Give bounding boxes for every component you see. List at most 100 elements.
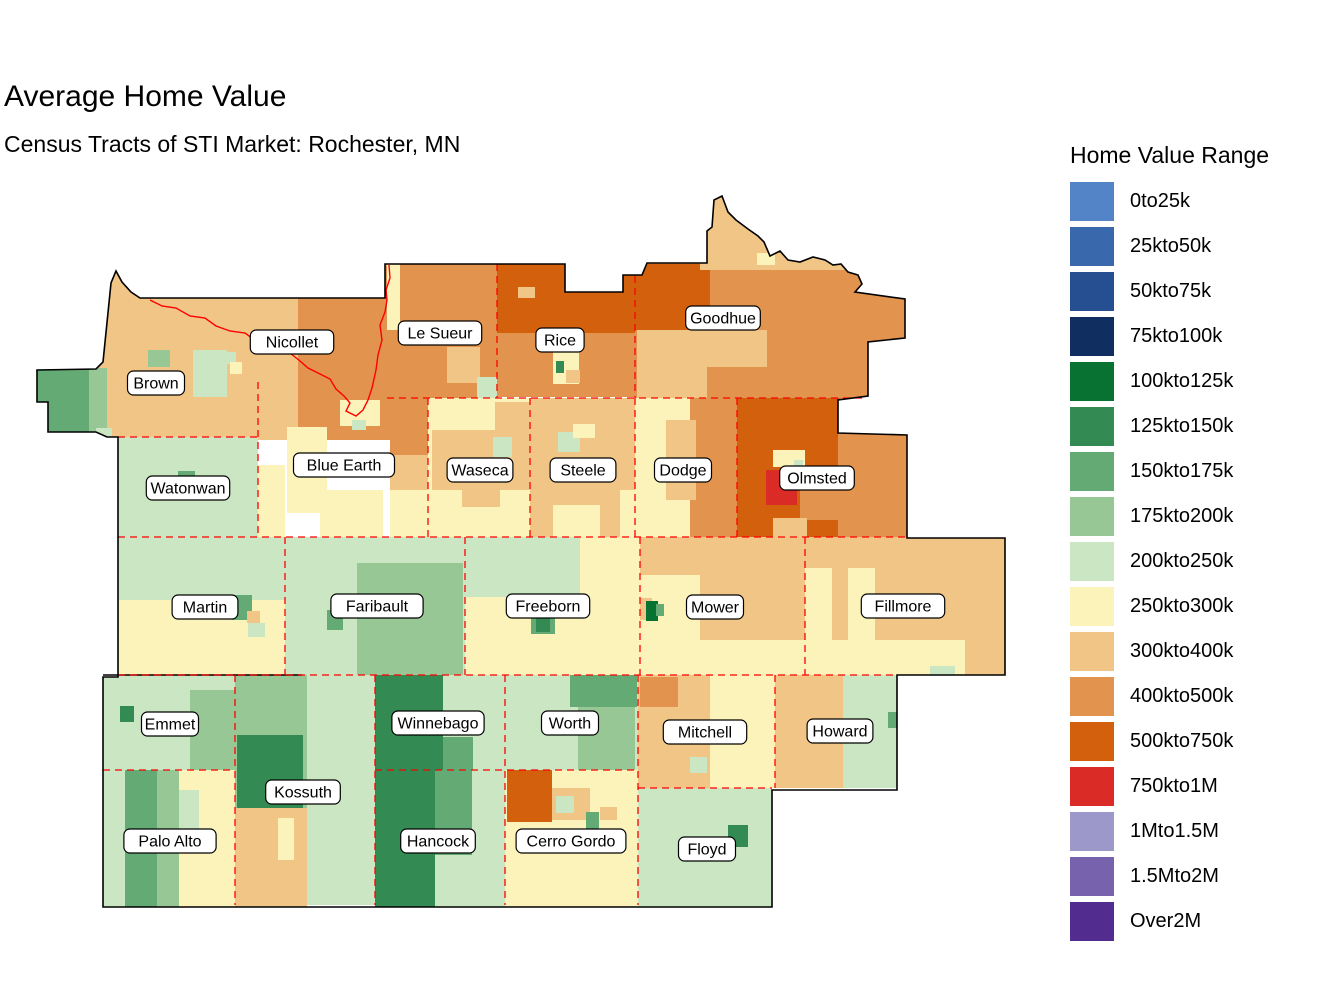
tract-rice-city-tan — [566, 370, 580, 383]
county-label: Steele — [560, 463, 605, 480]
tract-kossuth-py-dots — [278, 818, 294, 860]
legend-items: 0to25k 25kto50k 50kto75k 75kto100k 100kto125… — [1070, 179, 1344, 944]
legend-item-400kto500k: 400kto500k — [1070, 674, 1344, 719]
county-label: Faribault — [346, 599, 409, 616]
tract-steele-py-bottom — [553, 505, 600, 538]
legend-item-175kto200k: 175kto200k — [1070, 494, 1344, 539]
tract-rice-tan-dot — [518, 287, 535, 298]
tract-olmsted-tan-wedge — [773, 518, 807, 538]
legend-swatch-125kto150k — [1070, 407, 1114, 446]
county-label-box — [515, 828, 627, 854]
county-label-box — [505, 593, 591, 619]
tract-brown-lg-dot — [148, 350, 170, 367]
county-label: Palo Alto — [138, 834, 201, 851]
tract-fillmore-mint — [930, 666, 955, 675]
legend-item-500kto750k: 500kto750k — [1070, 719, 1344, 764]
legend-item-50kto75k: 50kto75k — [1070, 269, 1344, 314]
legend-swatch-0to25k — [1070, 182, 1114, 221]
legend-label: 100kto125k — [1130, 370, 1234, 392]
legend-label: 1Mto1.5M — [1130, 820, 1219, 842]
page-subtitle: Census Tracts of STI Market: Rochester, … — [4, 131, 461, 157]
county-label-box — [446, 457, 514, 483]
tract-blueearth-east-orange — [390, 398, 428, 455]
tract-lesueur-tan — [447, 347, 480, 383]
tract-goodhue-orange-col — [707, 367, 767, 400]
county-label-box — [540, 710, 600, 736]
county-label-box — [140, 711, 200, 737]
county-label-box — [123, 828, 217, 854]
tract-emmet-dkgreen-dot — [120, 706, 134, 722]
county-label-box — [549, 457, 617, 483]
legend-swatch-400kto500k — [1070, 677, 1114, 716]
tract-cerrogordo-tan2 — [600, 807, 617, 820]
legend-label: 50kto75k — [1130, 280, 1212, 302]
tract-blueearth-mankato-mint — [352, 420, 366, 430]
county-label-box — [171, 594, 239, 620]
county-label-box — [662, 719, 748, 745]
county-label: Dodge — [659, 463, 706, 480]
tract-cerrogordo-mint — [556, 796, 574, 813]
legend-swatch-75kto100k — [1070, 317, 1114, 356]
county-label-box — [330, 593, 424, 619]
legend-swatch-175kto200k — [1070, 497, 1114, 536]
tract-mitchell-orange-nw — [640, 677, 678, 707]
tract-blueearth-east-tan — [390, 455, 428, 490]
tract-blueearth-sw-py — [258, 465, 285, 538]
legend-swatch-250kto300k — [1070, 587, 1114, 626]
county-label: Goodhue — [690, 311, 756, 328]
tract-steele-py-right — [620, 490, 635, 538]
tract-steele-py-dot — [573, 424, 595, 438]
tract-freeborn-dkgreen-dot — [536, 618, 550, 632]
county-label: Waseca — [451, 463, 508, 480]
legend-item-150kto175k: 150kto175k — [1070, 449, 1344, 494]
county-label: Nicollet — [266, 335, 319, 352]
tract-paloalto-pg-west — [103, 770, 125, 907]
county-label-box — [685, 305, 761, 331]
legend-label: 500kto750k — [1130, 730, 1234, 752]
tract-mitchell-mint — [690, 757, 707, 773]
county-label-box — [779, 465, 855, 491]
county-label-box — [391, 710, 485, 736]
county-label-box — [292, 452, 396, 478]
legend-label: 0to25k — [1130, 190, 1191, 212]
legend-swatch-25kto50k — [1070, 227, 1114, 266]
county-label: Cerro Gordo — [527, 834, 616, 851]
legend-label: 150kto175k — [1130, 460, 1234, 482]
legend-swatch-100kto125k — [1070, 362, 1114, 401]
legend-swatch-50kto75k — [1070, 272, 1114, 311]
tract-blueearth-py-south — [320, 490, 383, 538]
tract-waseca-mint — [493, 437, 512, 457]
county-label: Floyd — [687, 842, 726, 859]
county-label: Emmet — [145, 717, 196, 734]
market-boundary — [36, 194, 1006, 908]
county-label-box — [806, 718, 874, 744]
county-label: Freeborn — [516, 599, 581, 616]
county-label-box — [860, 593, 946, 619]
county-label: Worth — [549, 716, 591, 733]
legend-label: 200kto250k — [1130, 550, 1234, 572]
legend-item-1.5Mto2M: 1.5Mto2M — [1070, 854, 1344, 899]
legend-item-100kto125k: 100kto125k — [1070, 359, 1344, 404]
tract-faribault-green-region — [357, 563, 463, 675]
county-label: Mower — [691, 600, 740, 617]
county-label-box — [249, 329, 335, 355]
tract-mower-green-dot — [656, 604, 664, 616]
county-label: Olmsted — [787, 471, 847, 488]
tract-martin-mint-dot — [248, 623, 265, 637]
legend-swatch-750kto1M — [1070, 767, 1114, 806]
tract-waseca-tan-bottom — [462, 487, 500, 507]
tract-freeborn-north — [465, 537, 580, 597]
legend: Home Value Range 0to25k 25kto50k 50kto75k 7… — [1070, 142, 1344, 944]
legend-label: 750kto1M — [1130, 775, 1218, 797]
legend-item-0to25k: 0to25k — [1070, 179, 1344, 224]
river-line — [149, 264, 391, 417]
tract-lesueur-stpeter — [387, 264, 400, 330]
county-label-box — [535, 327, 585, 353]
legend-swatch-500kto750k — [1070, 722, 1114, 761]
legend-label: 125kto150k — [1130, 415, 1234, 437]
county-label: Hancock — [407, 834, 470, 851]
county-label: Le Sueur — [408, 326, 474, 343]
tract-mower-dkgreen-dot — [646, 601, 658, 621]
